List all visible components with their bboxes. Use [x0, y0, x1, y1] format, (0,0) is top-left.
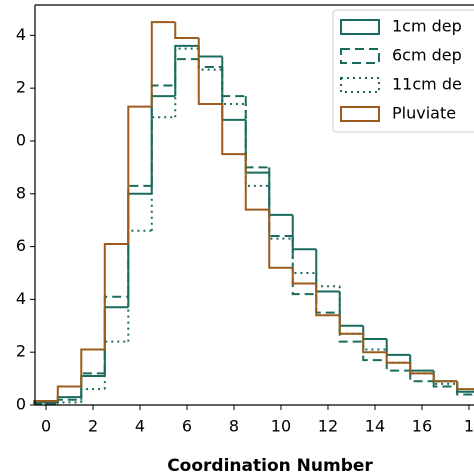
legend-label: Pluviate — [392, 104, 456, 123]
histogram-step — [244, 96, 270, 169]
y-tick-label: 4 — [16, 289, 26, 308]
histogram-step — [150, 84, 176, 186]
histogram-step — [197, 59, 223, 69]
x-tick-label: 2 — [88, 417, 98, 436]
histogram-step — [409, 370, 434, 383]
histogram-step — [80, 388, 105, 403]
histogram-step — [127, 184, 152, 297]
histogram-step — [338, 312, 364, 343]
histogram-step — [127, 229, 152, 342]
histogram-step — [127, 192, 152, 308]
x-tick-label: 10 — [271, 417, 291, 436]
histogram-step — [362, 325, 387, 340]
histogram-step — [291, 238, 317, 274]
axes-frame — [34, 4, 474, 406]
histogram-step — [268, 172, 293, 216]
y-tick-label: 6 — [16, 236, 26, 255]
histogram-step — [103, 340, 129, 390]
histogram-step — [56, 385, 82, 402]
histogram-step — [315, 272, 340, 288]
histogram-step — [150, 95, 176, 194]
y-tick-label: 2 — [16, 342, 26, 361]
histogram-step — [244, 104, 270, 187]
histogram-step — [315, 294, 340, 314]
histogram-step — [174, 22, 199, 40]
x-tick-label: 4 — [135, 417, 145, 436]
histogram-step — [432, 370, 458, 383]
legend-label: 1cm dep — [392, 17, 462, 36]
histogram-step — [268, 167, 293, 238]
legend-swatch — [340, 77, 380, 93]
histogram-step — [362, 333, 387, 351]
histogram-step — [80, 372, 105, 400]
histogram-step — [174, 44, 199, 97]
histogram-step — [221, 56, 246, 121]
x-tick-label: 12 — [318, 417, 338, 436]
x-tick-label: 0 — [41, 417, 51, 436]
legend-label: 6cm dep — [392, 46, 462, 65]
histogram-step — [409, 362, 434, 375]
histogram-step — [385, 349, 411, 364]
x-axis-label: Coordination Number — [167, 456, 373, 474]
histogram-step — [315, 249, 340, 293]
histogram-step — [150, 21, 176, 107]
histogram-step — [338, 291, 364, 327]
histogram-step — [432, 381, 458, 388]
histogram-step — [362, 333, 387, 354]
histogram-step — [456, 383, 474, 393]
histogram-step — [409, 362, 434, 375]
histogram-step — [456, 381, 474, 393]
histogram-step — [221, 104, 246, 156]
histogram-step — [80, 348, 105, 387]
histogram-step — [291, 214, 317, 251]
histogram-step — [409, 354, 434, 372]
x-tick-label: 16 — [412, 417, 432, 436]
y-tick-label: 2 — [16, 78, 26, 97]
histogram-step — [103, 242, 129, 350]
histogram-step — [56, 401, 82, 404]
y-tick-label: 8 — [16, 183, 26, 202]
histogram-step — [174, 47, 199, 118]
legend-swatch — [340, 48, 380, 64]
histogram-step — [221, 69, 246, 106]
histogram-step — [338, 315, 364, 335]
legend-box — [332, 9, 474, 133]
histogram-step — [315, 283, 340, 317]
histogram-step — [362, 341, 387, 362]
histogram-step — [385, 360, 411, 372]
histogram-step — [291, 267, 317, 285]
histogram-step — [432, 373, 458, 385]
histogram-step — [80, 374, 105, 398]
histogram-step — [244, 119, 270, 174]
histogram-step — [385, 338, 411, 356]
legend-swatch — [340, 19, 380, 35]
histogram-step — [385, 352, 411, 364]
legend-label: 11cm de — [392, 75, 462, 94]
legend-swatch — [340, 106, 380, 122]
histogram-step — [456, 386, 474, 396]
histogram-step — [244, 154, 270, 211]
histogram-step — [291, 236, 317, 296]
x-tick-label: 1 — [464, 417, 474, 436]
y-tick-label: 0 — [16, 395, 26, 414]
x-tick-label: 14 — [365, 417, 385, 436]
histogram-step — [127, 105, 152, 244]
x-tick-label: 8 — [229, 417, 239, 436]
histogram-step — [150, 116, 176, 231]
histogram-step — [197, 38, 223, 106]
histogram-step — [33, 400, 58, 405]
histogram-step — [174, 58, 199, 86]
histogram-step — [432, 373, 458, 383]
y-tick-label: 0 — [16, 130, 26, 149]
histogram-step — [456, 381, 474, 391]
histogram-step — [268, 209, 293, 269]
histogram-step — [221, 67, 246, 98]
histogram-step — [268, 185, 293, 240]
y-tick-label: 4 — [16, 25, 26, 44]
histogram-step — [197, 45, 223, 58]
x-tick-label: 6 — [182, 417, 192, 436]
